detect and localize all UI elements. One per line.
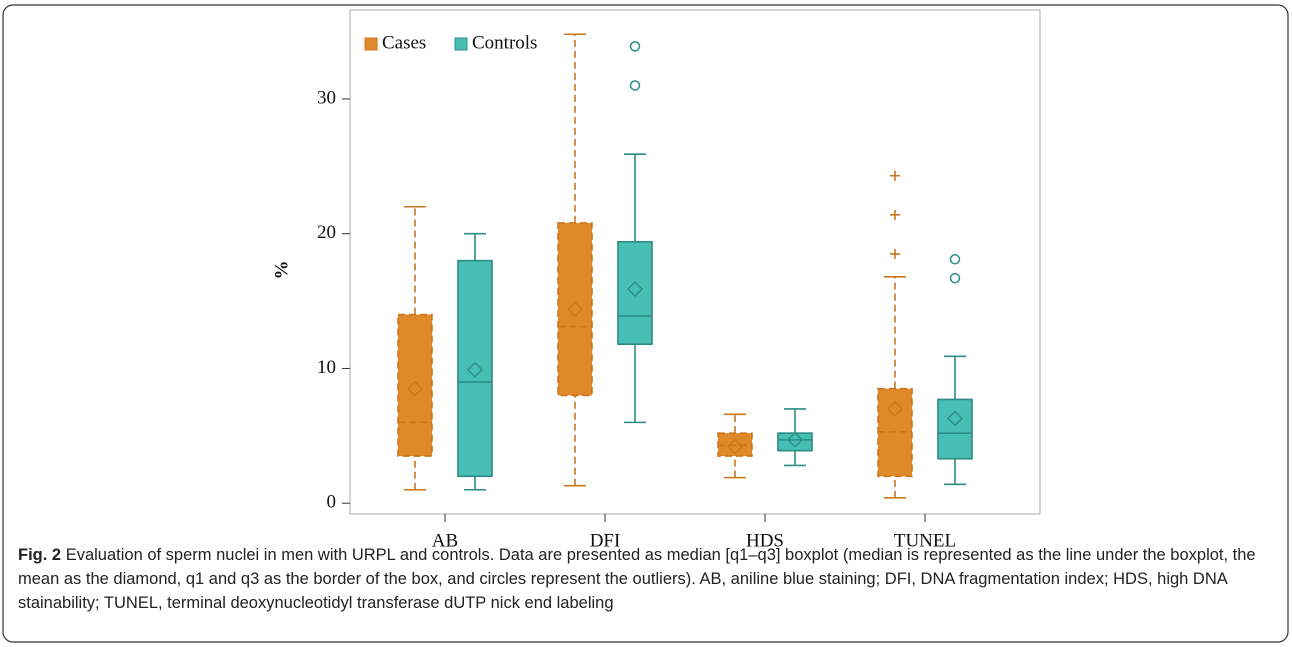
mean-marker — [887, 400, 903, 417]
mean-marker — [567, 301, 583, 318]
mean-marker — [727, 438, 743, 455]
outlier — [629, 80, 641, 91]
legend-swatch — [364, 37, 378, 51]
outlier — [949, 254, 961, 265]
mean-marker — [467, 361, 483, 378]
outlier — [890, 170, 900, 181]
x-tick-label: TUNEL — [894, 530, 956, 551]
mean-marker — [627, 280, 643, 297]
outlier — [949, 272, 961, 284]
y-tick-label: 20 — [317, 222, 336, 243]
box — [617, 240, 653, 346]
legend-label: Cases — [382, 32, 426, 53]
figure-border — [2, 4, 1289, 643]
x-tick-label: AB — [432, 530, 458, 551]
caption-text: Evaluation of sperm nuclei in men with U… — [18, 546, 1256, 612]
box — [937, 398, 973, 460]
box — [457, 259, 493, 478]
y-tick-label: 10 — [317, 357, 336, 378]
caption: Fig. 2 Evaluation of sperm nuclei in men… — [18, 543, 1280, 615]
legend-swatch — [454, 37, 468, 51]
outlier — [890, 209, 900, 220]
plot-frame — [349, 9, 1041, 515]
mean-marker — [947, 410, 963, 427]
box — [397, 313, 433, 457]
mean-marker — [407, 380, 423, 397]
y-axis-label: % — [271, 261, 292, 280]
box — [557, 222, 593, 397]
y-tick-label: 30 — [317, 87, 336, 108]
x-tick-label: DFI — [590, 530, 621, 551]
outlier — [890, 248, 900, 259]
y-tick-label: 0 — [327, 492, 337, 513]
outlier — [629, 41, 641, 52]
x-tick-label: HDS — [746, 530, 784, 551]
legend-label: Controls — [472, 32, 537, 53]
box — [777, 432, 813, 452]
caption-label: Fig. 2 — [18, 546, 62, 564]
mean-marker — [787, 431, 803, 448]
